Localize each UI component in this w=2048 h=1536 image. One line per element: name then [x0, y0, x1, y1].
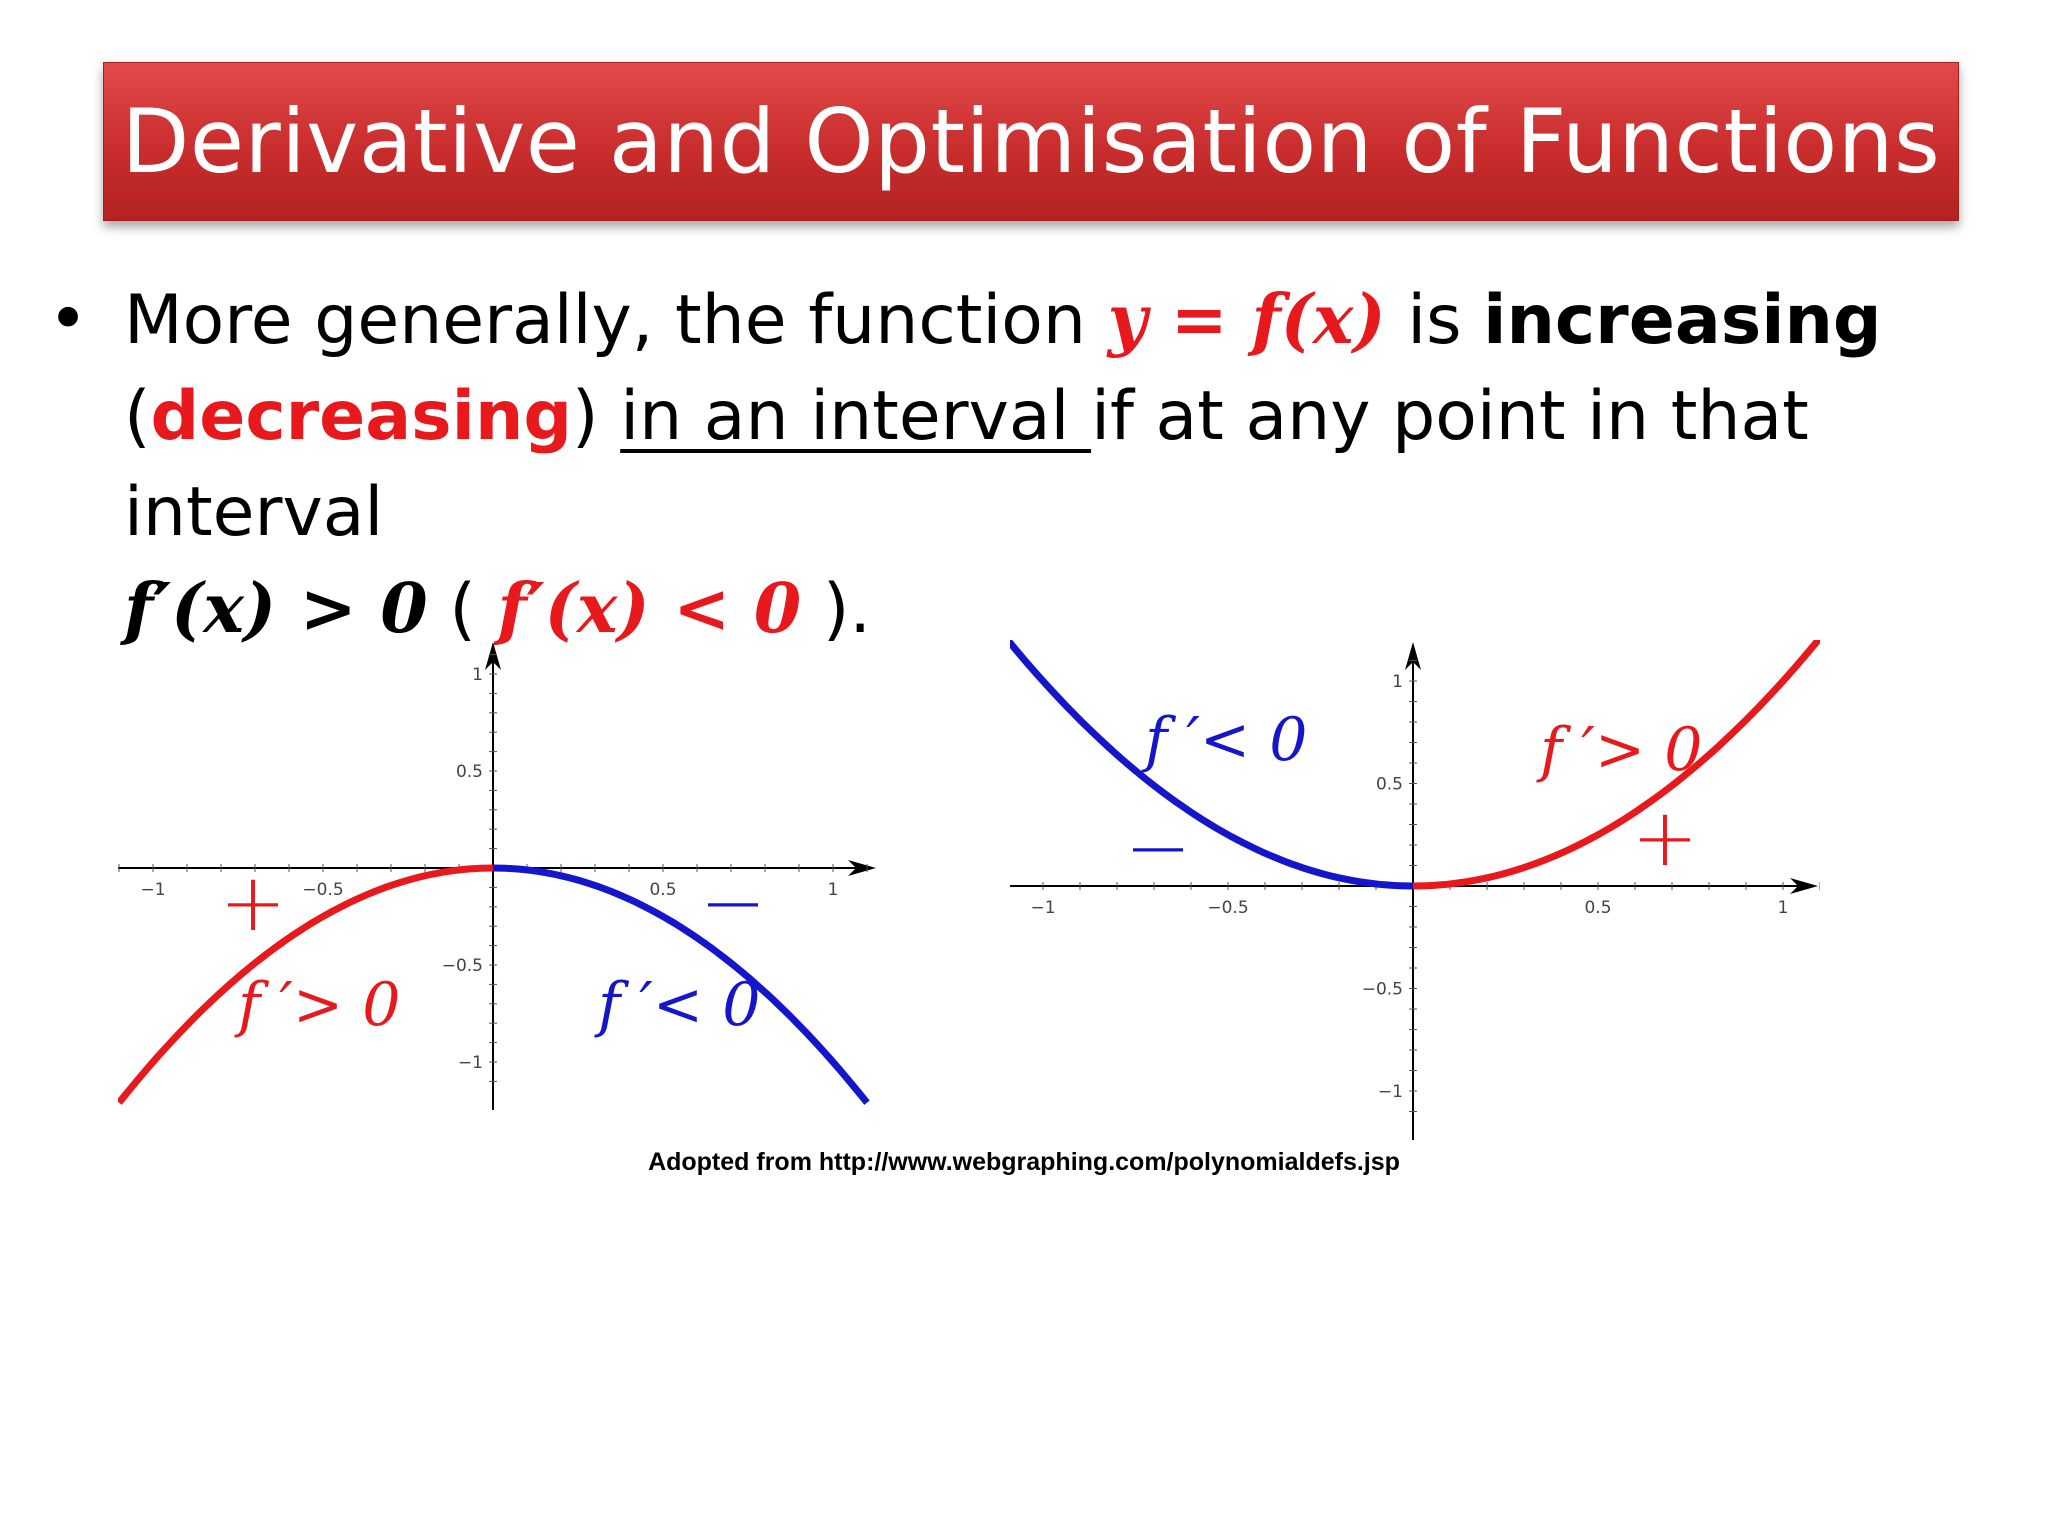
source-caption: Adopted from http://www.webgraphing.com/… — [648, 1148, 1400, 1176]
bullet-icon: • — [48, 280, 89, 359]
x-tick-label: 1 — [828, 880, 839, 900]
left-sign-icon: − — [1124, 801, 1191, 894]
increasing-word: increasing — [1483, 281, 1882, 360]
x-tick-label: −1 — [140, 880, 165, 900]
bullet-paragraph: • More generally, the function y = f(x) … — [48, 272, 1998, 658]
text-run: ) — [572, 377, 621, 456]
text-run: is — [1385, 281, 1484, 360]
slide-title-bar: Derivative and Optimisation of Functions — [103, 62, 1959, 221]
text-run: ( — [427, 570, 498, 649]
right-derivative-label: f ′< 0 — [594, 970, 760, 1040]
y-tick-label: 0.5 — [456, 762, 483, 782]
y-tick-label: 1 — [1392, 672, 1403, 692]
left-derivative-label: f ′< 0 — [1141, 705, 1307, 775]
curve-left-segment — [1010, 640, 1414, 890]
x-axis-arrow-icon — [848, 860, 876, 876]
math-derivative-positive: f′(x) > 0 — [124, 569, 428, 649]
decreasing-word: decreasing — [150, 377, 573, 456]
curve-left-segment — [118, 864, 494, 1105]
y-axis-arrow-icon — [485, 642, 501, 670]
slide-title: Derivative and Optimisation of Functions — [121, 90, 1941, 193]
y-tick-label: 1 — [472, 665, 483, 685]
y-axis-arrow-icon — [1405, 642, 1421, 670]
math-derivative-negative: f′(x) < 0 — [497, 569, 802, 649]
chart-upward-parabola: −1 −0.5 0.5 1 1 0.5 −0.5 −1 − f ′< 0 +f ′> 0 — [1010, 640, 1820, 1140]
text-run: ( — [124, 377, 151, 456]
y-tick-label: 0.5 — [1376, 775, 1403, 795]
y-tick-label: −0.5 — [1362, 980, 1403, 1000]
math-y-equals-fx: y = f(x) — [1107, 280, 1386, 360]
y-tick-label: −1 — [1378, 1082, 1403, 1102]
x-tick-label: −0.5 — [1207, 898, 1248, 918]
left-derivative-label: f ′> 0 — [234, 970, 400, 1040]
x-axis-arrow-icon — [1790, 878, 1818, 894]
y-tick-label: −1 — [458, 1053, 483, 1073]
underlined-phrase: in an interval — [620, 377, 1092, 456]
curve-right-segment — [1412, 640, 1820, 890]
text-run: if at any point in that interval — [124, 377, 1809, 552]
x-tick-label: 0.5 — [649, 880, 676, 900]
left-sign-icon: + — [219, 856, 286, 949]
y-tick-label: −0.5 — [442, 956, 483, 976]
curve-right-segment — [492, 864, 870, 1105]
x-tick-label: 0.5 — [1584, 898, 1611, 918]
chart-downward-parabola: −1 −0.5 0.5 1 1 0.5 −0.5 −1 + f ′> 0 − f ′< 0 — [118, 642, 876, 1110]
x-tick-label: −0.5 — [302, 880, 343, 900]
right-sign-icon: − — [699, 856, 766, 949]
text-run: ). — [801, 570, 871, 649]
x-tick-label: 1 — [1778, 898, 1789, 918]
x-tick-label: −1 — [1030, 898, 1055, 918]
right-sign-icon: + — [1631, 791, 1698, 884]
text-run: More generally, the function — [124, 281, 1108, 360]
right-derivative-label: f ′> 0 — [1536, 715, 1702, 785]
